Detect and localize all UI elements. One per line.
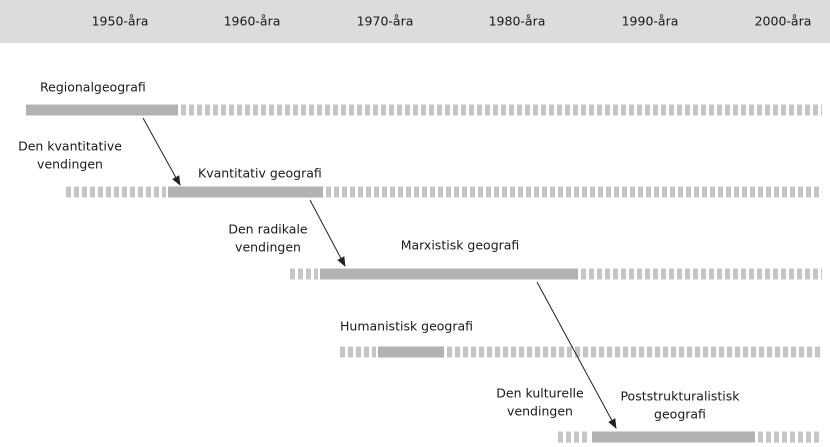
active-period (378, 346, 444, 358)
decade-label: 1980-åra (489, 14, 546, 29)
decade-label: 1960-åra (224, 14, 281, 29)
decade-label: 1990-åra (622, 14, 679, 29)
turn-label: Den kvantitative (18, 139, 122, 154)
track-label: Kvantitativ geografi (198, 166, 322, 181)
track-label: Marxistisk geografi (401, 238, 520, 253)
active-period (168, 186, 323, 198)
track-label: Poststrukturalistisk (620, 389, 740, 404)
turn-label: vendingen (507, 404, 573, 419)
decade-label: 1970-åra (357, 14, 414, 29)
decade-label: 1950-åra (92, 14, 149, 29)
header-band (0, 0, 830, 43)
active-period (26, 104, 178, 116)
track-label: Humanistisk geografi (340, 319, 473, 334)
turn-label: Den radikale (228, 222, 308, 237)
turn-label: Den kulturelle (496, 386, 584, 401)
turn-arrow (309, 199, 346, 267)
active-period (592, 431, 755, 443)
decade-label: 2000-åra (755, 14, 812, 29)
turn-arrow (536, 281, 617, 429)
active-period (320, 268, 578, 280)
turn-label: vendingen (37, 157, 103, 172)
turn-arrow (142, 117, 181, 186)
track-label: Regionalgeografi (40, 80, 146, 95)
track-label: geografi (654, 407, 706, 422)
turn-label: vendingen (235, 240, 301, 255)
